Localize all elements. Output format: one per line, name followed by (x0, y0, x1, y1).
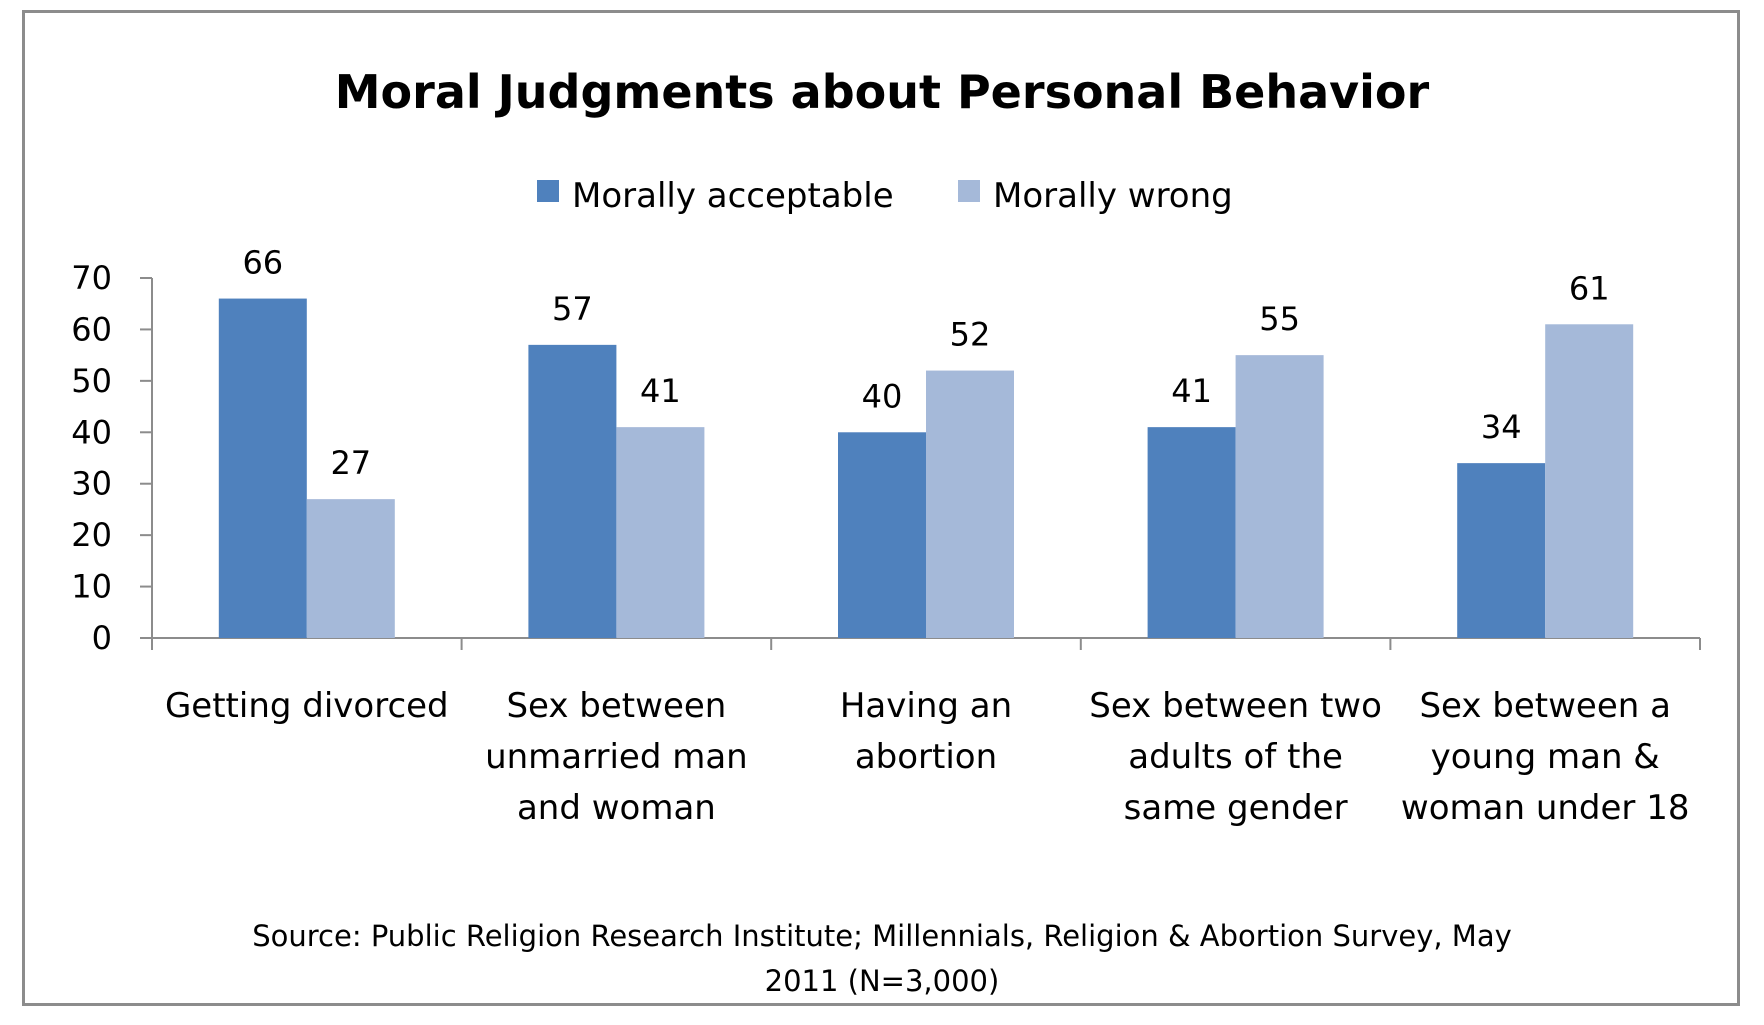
x-category-label: Sex between unmarried man and woman (485, 686, 748, 828)
bar-morally-acceptable (218, 298, 307, 638)
y-tick-label: 40 (71, 413, 112, 451)
value-labels: 66 27 57 41 40 52 41 55 34 61 (242, 244, 1609, 483)
x-category-label: Sex between a young man & woman under 18 (1401, 686, 1690, 828)
legend-label-morally-acceptable: Morally acceptable (572, 176, 894, 216)
source-line: Source: Public Religion Research Institu… (252, 919, 1512, 953)
y-tick-label: 10 (71, 568, 112, 606)
data-label: 61 (1569, 269, 1610, 307)
data-label: 57 (552, 290, 593, 328)
bar-morally-acceptable (1147, 427, 1236, 638)
y-tick-label: 70 (71, 259, 112, 297)
data-label: 27 (330, 444, 371, 482)
source-line: 2011 (N=3,000) (765, 964, 1000, 998)
bar-morally-wrong (926, 370, 1014, 638)
data-label: 34 (1481, 408, 1522, 446)
data-label: 41 (640, 372, 681, 410)
x-category-label: Having an abortion (840, 686, 1012, 777)
source-note: Source: Public Religion Research Institu… (252, 919, 1512, 998)
y-tick-label: 50 (71, 362, 112, 400)
data-label: 55 (1259, 300, 1300, 338)
bar-morally-acceptable (1457, 463, 1546, 638)
category-labels: Getting divorced Sex between unmarried man… (165, 686, 1690, 828)
bar-morally-wrong (1545, 324, 1634, 638)
y-tick-label: 30 (71, 465, 112, 503)
bar-morally-acceptable (528, 344, 617, 638)
chart-title: Moral Judgments about Personal Behavior (335, 65, 1430, 119)
data-label: 41 (1171, 372, 1212, 410)
bar-morally-wrong (1235, 355, 1324, 638)
bar-morally-wrong (616, 427, 705, 638)
y-tick-label: 0 (92, 619, 112, 657)
legend: Morally acceptable Morally wrong (537, 176, 1233, 216)
data-label: 52 (950, 316, 991, 354)
x-axis (151, 637, 1701, 650)
y-axis: 0 10 20 30 40 50 60 70 (71, 259, 153, 657)
y-tick-label: 20 (71, 516, 112, 554)
legend-swatch-morally-acceptable (537, 180, 559, 202)
bar-morally-acceptable (838, 432, 926, 638)
legend-label-morally-wrong: Morally wrong (993, 176, 1233, 216)
x-category-label: Sex between two adults of the same gender (1089, 686, 1382, 828)
legend-swatch-morally-wrong (958, 180, 980, 202)
x-category-label: Getting divorced (165, 686, 449, 726)
data-label: 66 (242, 244, 283, 282)
data-label: 40 (862, 377, 903, 415)
bars (218, 298, 1634, 638)
bar-morally-wrong (306, 499, 395, 638)
y-tick-label: 60 (71, 310, 112, 348)
